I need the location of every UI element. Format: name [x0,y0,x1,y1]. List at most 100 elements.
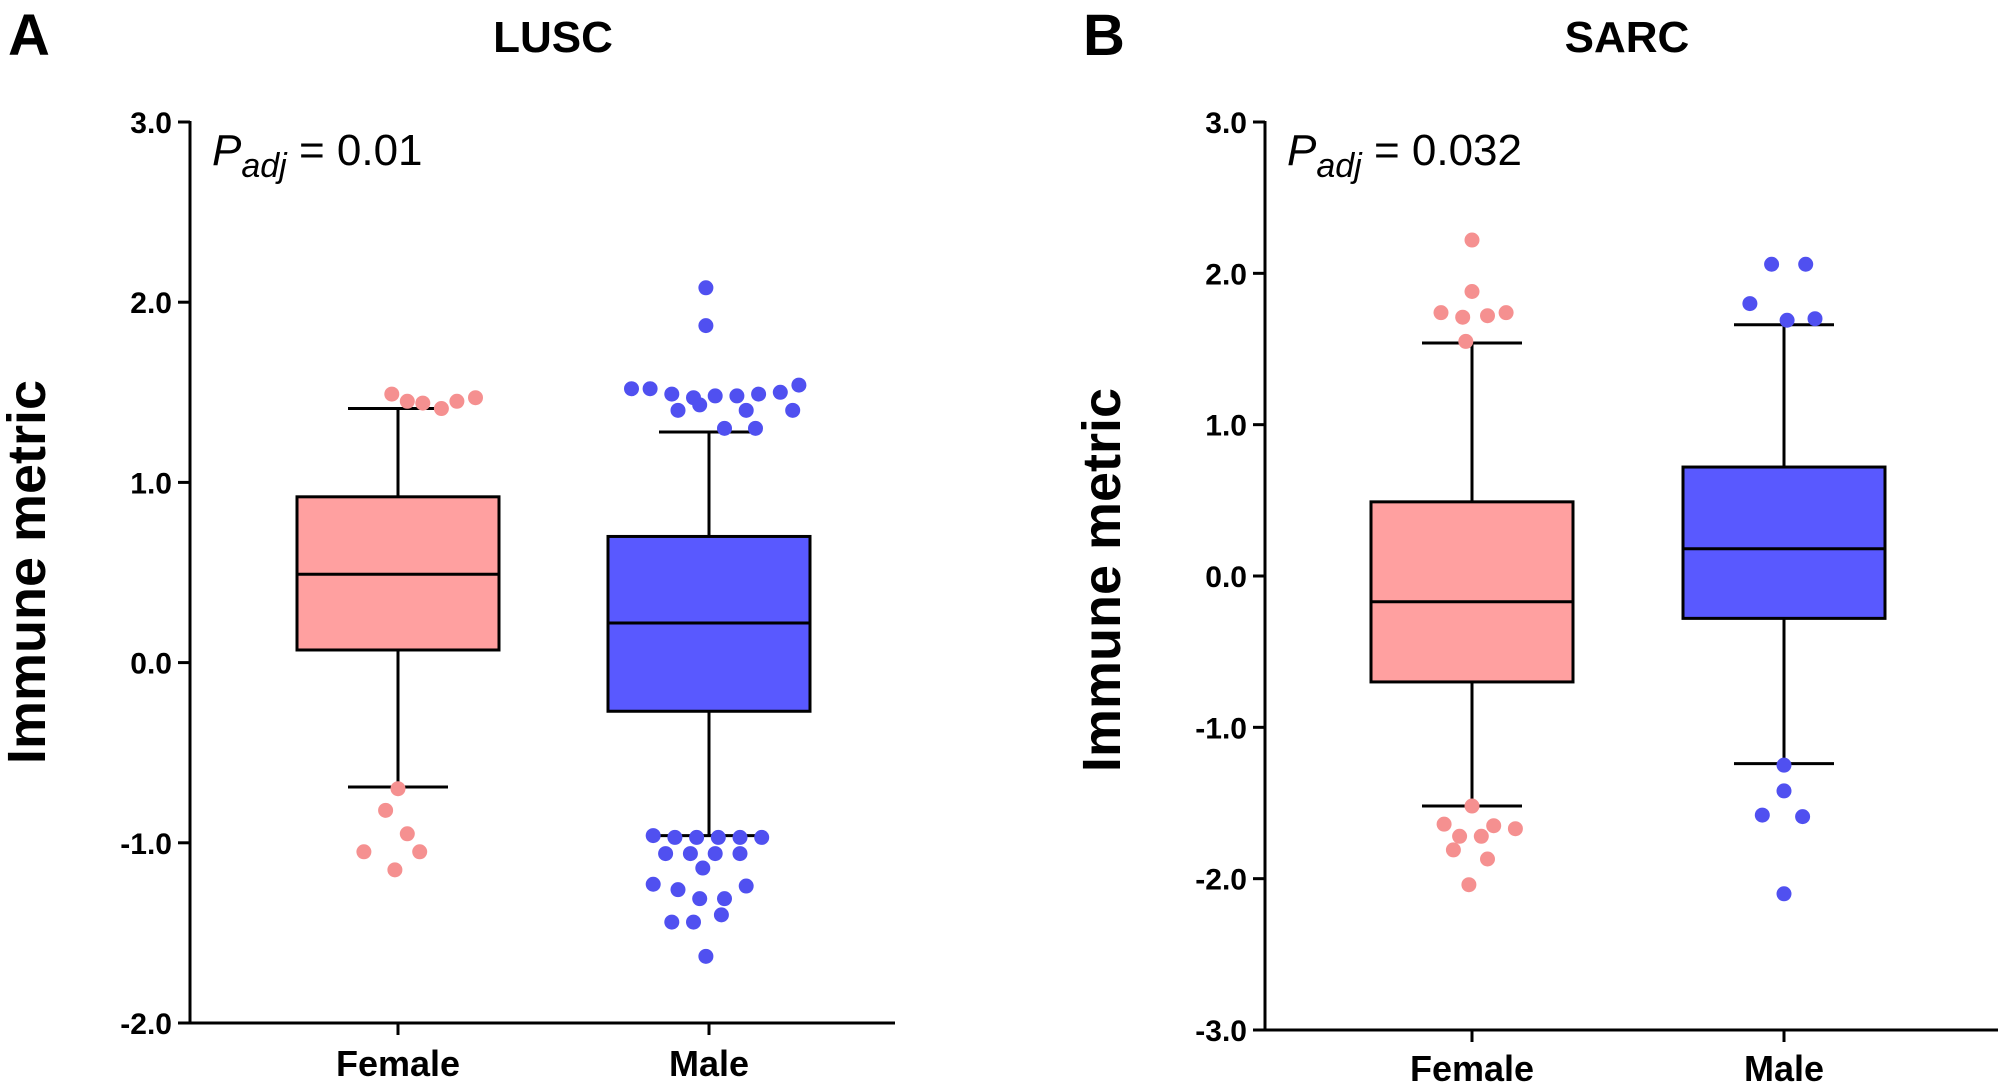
panel-a-male-outlier-point [698,318,714,334]
panel-a-male-outlier-point [707,388,723,404]
panel-a-female-outlier-point [387,862,403,878]
panel-a-female-outlier-point [356,844,372,860]
panel-b-female-outlier-point [1480,308,1495,324]
panel-a-female-outlier-point [399,393,415,409]
panel-b-male-box-group [1681,256,1887,902]
panel-a-x-tick-label-female: Female [336,1043,460,1084]
panel-a-male-outlier-point [710,829,726,845]
panel-b-male-outlier-point [1776,886,1792,902]
panel-b-male-outlier-point [1798,256,1814,272]
panel-a-male-outlier-point [682,846,698,862]
panel-b-p-value-subscript: adj [1316,147,1363,185]
panel-a-male-outlier-point [670,882,686,898]
panel-b-female-outlier-point [1452,828,1468,844]
panel-b-female-outlier-point [1455,309,1471,325]
panel-a-male-outlier-point [791,377,807,393]
panel-a-female-outlier-point [378,802,394,818]
panel-a-y-tick-label: 1.0 [130,467,172,500]
panel-b-female-outlier-point [1507,821,1523,837]
panel-b-title: SARC [1565,13,1690,62]
panel-a-y-tick-label: 2.0 [130,287,172,320]
panel-b-y-tick-label: 0.0 [1205,561,1247,594]
panel-a-male-outlier-point [692,891,708,907]
panel-a-female-outlier-point [399,826,415,842]
panel-b-female-outlier-point [1464,232,1480,248]
panel-a-male-outlier-point [645,828,661,844]
panel-a-male-outlier-point [785,402,801,418]
panel-b-female-outlier-point [1458,333,1474,349]
panel-b-x-tick-label-female: Female [1410,1048,1534,1086]
panel-a-p-value-text: = 0.01 [287,126,423,175]
panel-a-male-outlier-point [729,388,745,404]
panel-a-female-outlier-point [384,386,400,402]
panel-a-female-box-group [295,386,501,878]
panel-b-female-outlier-point [1473,828,1489,844]
panel-b-letter: B [1083,3,1125,68]
panel-b-male-outlier-point [1754,807,1770,823]
panel-a-male-outlier-point [707,846,723,862]
panel-a-male-box-group [606,280,812,964]
panel-a-male-outlier-point [698,948,714,964]
panel-b-female-outlier-point [1433,305,1449,321]
panel-a-y-axis-label: Immune metric [0,380,57,764]
panel-b-p-value-text: = 0.032 [1362,126,1522,175]
panel-a-male-outlier-point [732,829,748,845]
panel-a-female-outlier-point [390,781,406,797]
panel-a-male-outlier-point [667,829,683,845]
panel-a-male-outlier-point [658,846,674,862]
panel-b-p-value-symbol: P [1287,126,1317,175]
panel-a-p-value-symbol: P [212,126,242,175]
panel-a-male-outlier-point [689,829,705,845]
panel-b-female-outlier-point [1464,798,1480,814]
panel-a-male-outlier-point [698,280,714,296]
panel-b-y-tick-label: -1.0 [1195,712,1247,745]
panel-b-female-outlier-point [1498,305,1514,321]
panel-b-male-outlier-point [1807,311,1823,327]
panel-a-male-outlier-point [738,402,754,418]
panel-a-male-outlier-point [686,914,701,930]
panel-a-y-tick-label: -1.0 [120,828,172,861]
panel-b-female-box [1369,500,1575,684]
panel-a-female-outlier-point [449,393,465,409]
panel-a-male-outlier-point [670,402,686,418]
panel-a-male-outlier-point [717,891,732,907]
panel-a-male-outlier-point [624,381,639,397]
panel-a-female-outlier-point [415,395,431,411]
panel-a-male-outlier-point [717,420,732,436]
panel-b-y-tick-label: 2.0 [1205,258,1247,291]
panel-a-x-tick-label-male: Male [669,1043,749,1084]
panel-a-male-outlier-point [642,381,658,397]
panel-a-male-outlier-point [664,386,680,402]
panel-b-male-outlier-point [1779,312,1795,328]
panel-b-male-outlier-point [1776,783,1792,799]
panel-b-y-tick-label: -2.0 [1195,864,1247,897]
panel-a-male-outlier-point [732,846,748,862]
panel-a-male-outlier-point [748,420,763,436]
panel-a-male-outlier-point [751,386,767,402]
panel-b-male-box [1681,465,1887,620]
panel-a: A LUSC Immune metric -2.0 -1.0 0.0 1.0 2.0 3.0 Fe… [0,3,895,1084]
panel-a-y-tick-label: 0.0 [130,648,172,681]
panel-b-female-box-group [1369,232,1575,893]
panel-b-female-outlier-point [1486,818,1502,834]
panel-b-y-tick-label: 1.0 [1205,410,1247,443]
panel-a-y-tick-label: -2.0 [120,1008,172,1041]
panel-b-p-value-annotation: Padj = 0.032 [1287,126,1522,185]
panel-b-x-tick-label-male: Male [1744,1048,1824,1086]
panel-b-female-outlier-point [1436,816,1452,832]
panel-a-male-outlier-point [738,878,754,894]
panel-b-male-outlier-point [1795,809,1811,825]
panel-b-y-tick-label: -3.0 [1195,1015,1247,1048]
panel-a-male-outlier-point [692,397,708,413]
panel-a-female-outlier-point [468,390,483,406]
panel-a-female-outlier-point [412,844,428,860]
panel-b-male-outlier-point [1776,757,1792,773]
panel-b: B SARC Immune metric -3.0 -2.0 -1.0 0.0 1.0 2.0 3… [1072,3,1998,1086]
panel-b-male-outlier-point [1742,296,1758,312]
panel-b-female-outlier-point [1480,851,1495,867]
panel-a-letter: A [8,3,50,68]
panel-a-male-outlier-point [664,914,680,930]
panel-b-female-outlier-point [1464,283,1480,299]
